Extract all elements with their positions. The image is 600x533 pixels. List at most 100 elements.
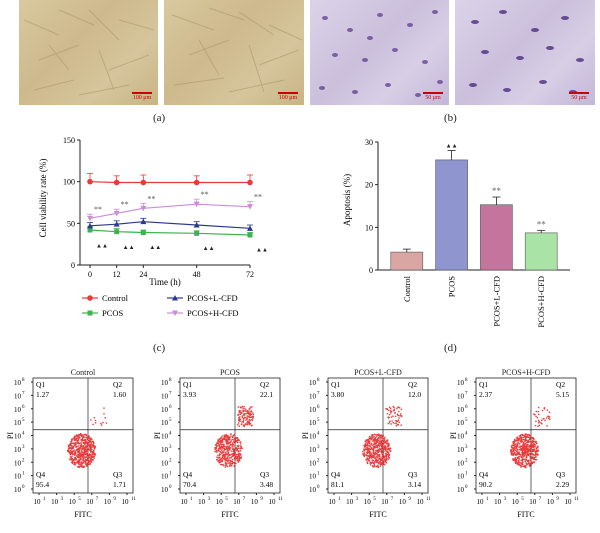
flow-y-tick-exp: 7	[169, 391, 172, 396]
micrograph-control-he: 50 μm	[310, 0, 449, 105]
flow-x-tick-exp: 5	[78, 497, 81, 502]
flow-x-tick-exp: 1	[486, 497, 489, 502]
flow-x-tick-label: 10	[529, 498, 537, 506]
quadrant-q4-label: Q4	[479, 470, 488, 479]
flow-y-tick-exp: 0	[22, 485, 25, 490]
flow-y-tick-exp: 5	[317, 418, 320, 423]
flow-y-tick-label: 10	[309, 446, 317, 454]
quadrant-q3-label: Q3	[556, 470, 565, 479]
flow-y-tick-label: 10	[161, 379, 169, 387]
flow-plot: PCOS+L-CFD 10 0 10 1 10 2 10 3 10 4 10 5 10 6 10 7 10 8 10 1…	[300, 368, 435, 528]
flow-xlabel: FITC	[369, 510, 386, 519]
quadrant-q1-value: 3.80	[331, 390, 344, 399]
flow-y-tick-label: 10	[14, 392, 22, 400]
micrograph-pcos-he: 50 μm	[455, 0, 595, 105]
apoptosis-bar-chart: Apoptosis (%) 0 10 20 30 Control ▲▲ PCOS ** PCO…	[342, 138, 570, 328]
line-y-tick-label: 100	[63, 178, 75, 187]
scale-bar: 100 μm	[132, 92, 152, 101]
series-line	[89, 229, 251, 236]
scale-bar: 50 μm	[423, 92, 443, 101]
line-x-tick-label: 48	[193, 270, 201, 279]
flow-y-tick-exp: 3	[22, 445, 25, 450]
flow-y-tick-label: 10	[161, 406, 169, 414]
flow-y-tick-exp: 4	[169, 432, 172, 437]
flow-scatter: 10 010 110 210 310 410 510 610 710 810 1 10 3 10 5 10 7 1…	[301, 377, 431, 519]
quadrant-q2-label: Q2	[556, 380, 565, 389]
micrograph-pcos-brightfield: 100 μm	[164, 0, 304, 105]
flow-x-tick-label: 10	[364, 498, 372, 506]
line-x-tick-label: 24	[139, 270, 147, 279]
significance-star: **	[254, 193, 262, 202]
flow-y-tick-exp: 8	[465, 378, 468, 383]
flow-y-tick-exp: 8	[169, 378, 172, 383]
significance-star: **	[121, 200, 129, 209]
line-y-tick-label: 50	[67, 219, 75, 228]
flow-x-tick-label: 10	[69, 498, 77, 506]
flow-y-tick-exp: 3	[317, 445, 320, 450]
quadrant-q4-label: Q4	[36, 470, 45, 479]
flow-y-tick-exp: 5	[22, 418, 25, 423]
flow-y-tick-exp: 0	[465, 485, 468, 490]
quadrant-q1-label: Q1	[331, 380, 340, 389]
flow-x-tick-label: 10	[565, 498, 573, 506]
flow-x-tick-label: 10	[51, 498, 59, 506]
flow-y-tick-exp: 6	[465, 405, 468, 410]
bar-y-tick-label: 0	[369, 266, 373, 275]
quadrant-q3-value: 3.14	[408, 480, 421, 489]
flow-x-tick-label: 10	[34, 498, 42, 506]
flow-y-tick-exp: 3	[465, 445, 468, 450]
flow-y-tick-label: 10	[457, 459, 465, 467]
quadrant-q4-label: Q4	[183, 470, 192, 479]
flow-scatter: 10 010 110 210 310 410 510 610 710 810 1 10 3 10 5 10 7 1…	[6, 377, 136, 519]
flow-y-tick-exp: 5	[465, 418, 468, 423]
flow-x-tick-label: 10	[346, 498, 354, 506]
flow-plot-title: PCOS+L-CFD	[354, 368, 402, 377]
flow-xlabel: FITC	[517, 510, 534, 519]
bar	[390, 251, 424, 271]
flow-y-tick-exp: 1	[465, 472, 468, 477]
flow-scatter: 10 010 110 210 310 410 510 610 710 810 1 10 3 10 5 10 7 1…	[449, 377, 579, 519]
flow-y-tick-label: 10	[309, 486, 317, 494]
flow-y-tick-exp: 6	[169, 405, 172, 410]
flow-ylabel: PI	[6, 432, 15, 439]
flow-x-tick-exp: 3	[504, 497, 507, 502]
quadrant-q4-value: 81.1	[331, 480, 344, 489]
quadrant-q1-label: Q1	[479, 380, 488, 389]
flow-y-tick-label: 10	[14, 433, 22, 441]
flow-x-tick-label: 10	[417, 498, 425, 506]
bar-significance: ▲▲	[446, 144, 458, 150]
quadrant-q2-value: 5.15	[556, 390, 569, 399]
flow-y-tick-exp: 7	[317, 391, 320, 396]
data-point	[247, 204, 253, 210]
flow-y-tick-label: 10	[14, 473, 22, 481]
line-xlabel: Time (h)	[149, 277, 180, 287]
flow-x-tick-exp: 11	[278, 497, 283, 502]
quadrant-q1-value: 1.27	[36, 390, 49, 399]
flow-y-tick-exp: 1	[169, 472, 172, 477]
flow-x-tick-label: 10	[381, 498, 389, 506]
legend-marker	[87, 310, 93, 316]
legend-label: PCOS+L-CFD	[187, 293, 238, 303]
flow-x-tick-exp: 3	[356, 497, 359, 502]
flow-y-tick-exp: 4	[317, 432, 320, 437]
flow-x-tick-exp: 7	[539, 497, 542, 502]
flow-y-tick-exp: 6	[22, 405, 25, 410]
flow-y-tick-exp: 5	[169, 418, 172, 423]
flow-x-tick-exp: 5	[373, 497, 376, 502]
flow-y-tick-exp: 1	[317, 472, 320, 477]
flow-y-tick-label: 10	[161, 446, 169, 454]
bar-ylabel: Apoptosis (%)	[342, 174, 352, 226]
cell-texture	[171, 7, 303, 93]
data-point	[247, 225, 253, 231]
flow-x-tick-exp: 3	[61, 497, 64, 502]
bar-category-label: PCOS+L-CFD	[491, 276, 501, 327]
flow-x-tick-label: 10	[233, 498, 241, 506]
flow-x-tick-label: 10	[329, 498, 337, 506]
line-x-tick-label: 0	[88, 270, 92, 279]
flow-x-tick-label: 10	[181, 498, 189, 506]
quadrant-q1-label: Q1	[183, 380, 192, 389]
flow-y-tick-label: 10	[457, 446, 465, 454]
flow-x-tick-exp: 11	[131, 497, 136, 502]
flow-x-tick-exp: 7	[243, 497, 246, 502]
flow-y-tick-label: 10	[161, 486, 169, 494]
